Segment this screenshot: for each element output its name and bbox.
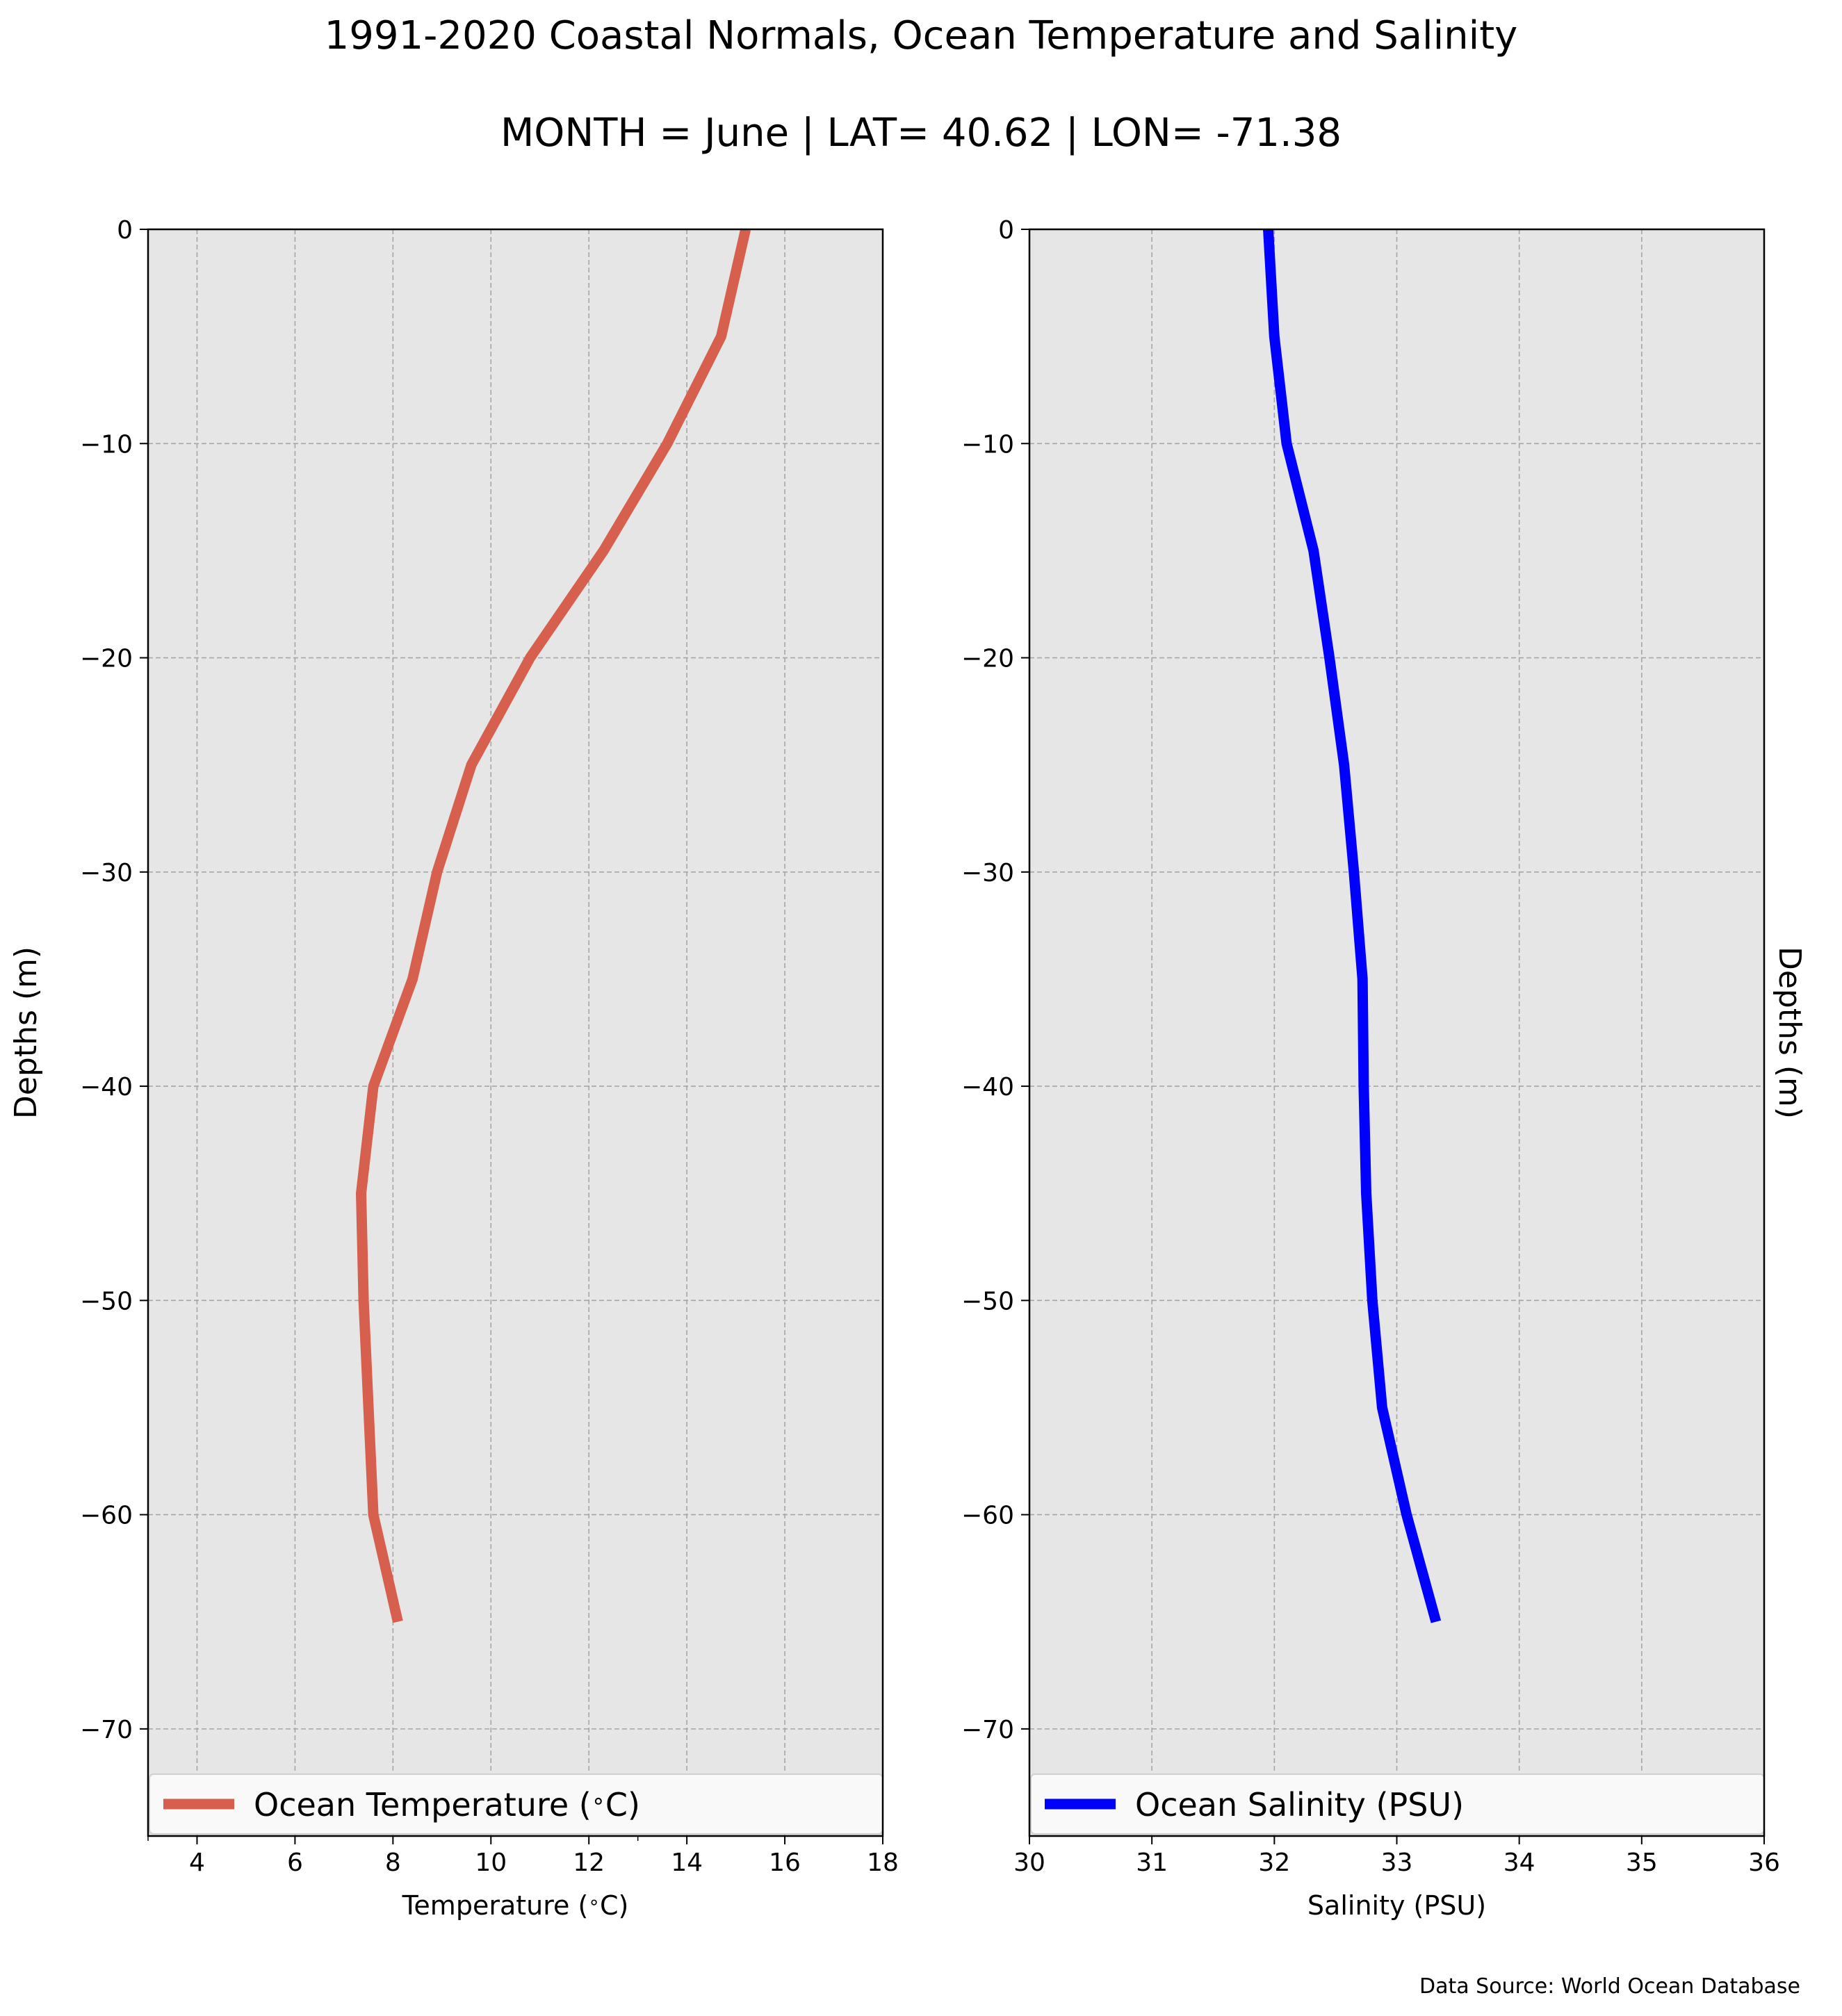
x-tick-label: 32 bbox=[1258, 1849, 1290, 1877]
y-tick-label: −40 bbox=[961, 1073, 1014, 1101]
plot-area bbox=[148, 229, 883, 1836]
salinity-x-axis-label: Salinity (PSU) bbox=[1307, 1890, 1486, 1921]
y-tick-label: −60 bbox=[80, 1502, 133, 1530]
plot-frame bbox=[147, 228, 884, 1837]
y-tick-label: −40 bbox=[80, 1073, 133, 1101]
salinity-panel: Ocean Salinity (PSU) 30 31 32 33 34 35 36 0 −10 −2… bbox=[961, 216, 1807, 1921]
y-tick-label: −50 bbox=[80, 1287, 133, 1316]
x-tick-label: 33 bbox=[1381, 1849, 1413, 1877]
y-tick-label: −30 bbox=[80, 859, 133, 887]
x-tick-label: 16 bbox=[769, 1849, 801, 1877]
y-tick-label: −50 bbox=[961, 1287, 1014, 1316]
salinity-legend-label: Ocean Salinity (PSU) bbox=[1135, 1786, 1464, 1824]
x-tick-label: 8 bbox=[385, 1849, 401, 1877]
x-tick-label: 30 bbox=[1013, 1849, 1045, 1877]
salinity-y-axis-label: Depths (m) bbox=[1772, 946, 1807, 1119]
data-source-note: Data Source: World Ocean Database bbox=[1419, 1974, 1800, 1999]
temperature-panel: Ocean Temperature (∘C) 4 6 8 10 12 14 16 18 0 −10 −… bbox=[8, 216, 899, 1921]
x-tick-label: 12 bbox=[573, 1849, 605, 1877]
salinity-series-line bbox=[1263, 229, 1442, 1623]
y-tick-label: 0 bbox=[117, 216, 133, 245]
x-tick-label: 6 bbox=[287, 1849, 303, 1877]
temperature-legend-label: Ocean Temperature (∘C) bbox=[254, 1786, 640, 1824]
temperature-series-line bbox=[355, 228, 751, 1623]
y-tick-label: −10 bbox=[961, 430, 1014, 459]
x-tick-label: 14 bbox=[671, 1849, 703, 1877]
y-tick-label: −70 bbox=[961, 1716, 1014, 1744]
temperature-y-axis-label: Depths (m) bbox=[8, 946, 44, 1119]
x-tick-label: 31 bbox=[1136, 1849, 1168, 1877]
y-tick-label: −60 bbox=[961, 1502, 1014, 1530]
chart-title: 1991-2020 Coastal Normals, Ocean Tempera… bbox=[325, 13, 1518, 58]
x-tick-label: 36 bbox=[1748, 1849, 1780, 1877]
y-tick-label: −10 bbox=[80, 430, 133, 459]
y-tick-label: −30 bbox=[961, 859, 1014, 887]
y-tick-label: −70 bbox=[80, 1716, 133, 1744]
x-tick-label: 10 bbox=[475, 1849, 507, 1877]
x-tick-label: 35 bbox=[1626, 1849, 1658, 1877]
x-tick-label: 4 bbox=[189, 1849, 205, 1877]
y-tick-label: −20 bbox=[961, 645, 1014, 673]
x-tick-label: 34 bbox=[1503, 1849, 1535, 1877]
x-tick-label: 18 bbox=[867, 1849, 899, 1877]
y-tick-label: 0 bbox=[998, 216, 1014, 245]
chart-subtitle: MONTH = June | LAT= 40.62 | LON= -71.38 bbox=[500, 110, 1342, 156]
y-tick-label: −20 bbox=[80, 645, 133, 673]
temperature-x-axis-label: Temperature (∘C) bbox=[402, 1890, 629, 1921]
